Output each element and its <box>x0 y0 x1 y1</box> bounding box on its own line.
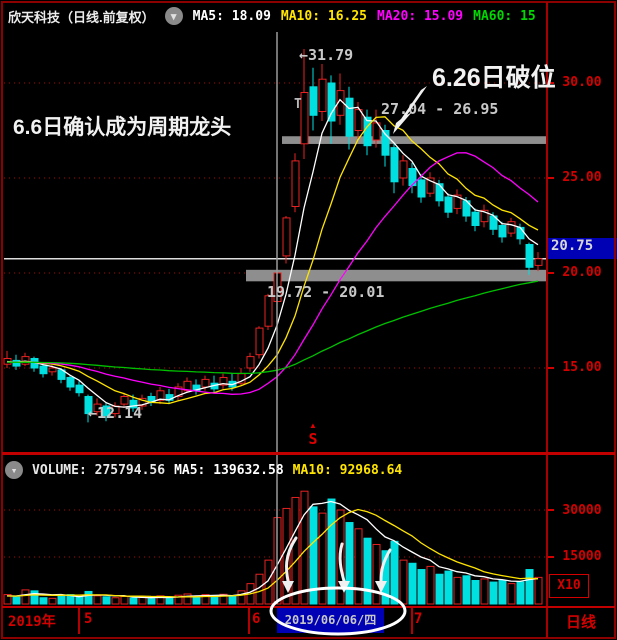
price-tick-15: 15.00 <box>562 360 602 375</box>
volume-tick-30000: 30000 <box>562 503 602 518</box>
volume-ma5-readout: MA5: 139632.58 <box>174 462 284 478</box>
timeline-year: 2019年 <box>8 614 56 630</box>
chart-header: 欣天科技（日线.前复权） MA5: 18.09 MA10: 16.25 MA20… <box>8 6 544 26</box>
volume-unit-badge: X10 <box>549 574 589 598</box>
price-tick-25: 25.00 <box>562 170 602 185</box>
ma10-readout: MA10: 16.25 <box>280 8 368 24</box>
timeline-month-6: 6 <box>252 611 261 627</box>
signal-marker: ▲ S <box>304 421 322 448</box>
annotation-cycle-leader: 6.6日确认成为周期龙头 <box>13 116 232 139</box>
stock-title: 欣天科技（日线.前复权） <box>8 9 155 25</box>
annotation-zone-low: 19.72 - 20.01 <box>267 283 385 301</box>
t-candle-marker: T <box>294 97 302 112</box>
price-tick-20: 20.00 <box>562 265 602 280</box>
pane-divider <box>2 452 615 455</box>
price-tick-30: 30.00 <box>562 75 602 90</box>
annotation-peak-price: ←31.79 <box>299 46 354 64</box>
timeline-separator <box>248 607 250 634</box>
volume-tick-15000: 15000 <box>562 549 602 564</box>
axis-divider <box>546 2 548 638</box>
annotation-breakdown: 6.26日破位 <box>432 64 556 92</box>
chevron-down-circle-icon[interactable] <box>5 461 23 479</box>
timeline-separator <box>78 607 80 634</box>
ma60-readout: MA60: 15 <box>473 8 536 24</box>
annotation-bottom-price: ←12.14 <box>88 404 143 422</box>
ma5-readout: MA5: 18.09 <box>192 8 271 24</box>
ma20-readout: MA20: 15.09 <box>377 8 464 24</box>
period-selector[interactable]: 日线 <box>565 614 596 631</box>
volume-readout: VOLUME: 275794.56 <box>32 462 166 478</box>
timeline-month-7: 7 <box>414 611 423 627</box>
timeline-month-5: 5 <box>84 611 93 627</box>
volume-header: VOLUME: 275794.56 MA5: 139632.58 MA10: 9… <box>5 460 543 480</box>
annotation-zone-high: 27.04 - 26.95 <box>381 100 499 118</box>
timeline-highlight-date: 2019/06/06/四 <box>277 608 384 633</box>
timeline-separator <box>411 607 413 634</box>
volume-ma10-readout: MA10: 92968.64 <box>292 462 403 478</box>
triangle-up-icon: ▲ <box>309 421 317 430</box>
current-price-tag: 20.75 <box>548 238 617 259</box>
chevron-down-circle-icon[interactable] <box>164 7 183 25</box>
timeline-divider <box>2 606 615 608</box>
